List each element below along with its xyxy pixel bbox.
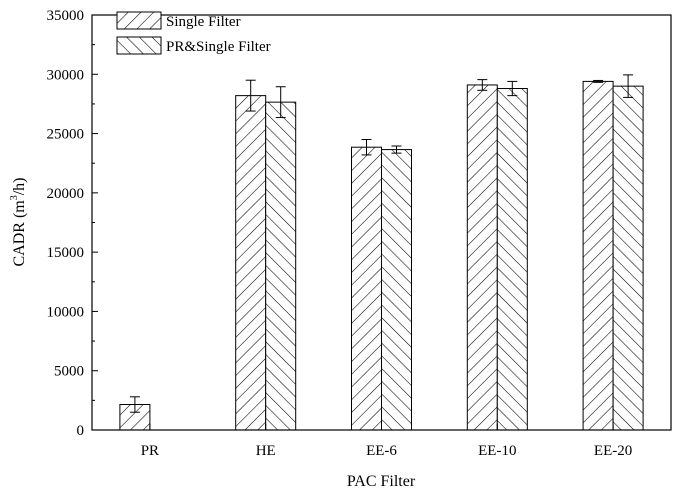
bar-ee-10-series-1 bbox=[466, 84, 498, 431]
y-tick-label: 0 bbox=[77, 423, 85, 439]
x-tick-label-ee-20: EE-20 bbox=[594, 443, 632, 459]
error-bar-ee-20-series-2 bbox=[623, 74, 634, 98]
y-tick-label: 25000 bbox=[47, 127, 85, 143]
y-tick-label: 20000 bbox=[47, 186, 85, 202]
y-tick-label: 30000 bbox=[47, 67, 85, 83]
legend-swatch-pr-single-filter bbox=[116, 36, 162, 55]
error-bar-pr-series-1 bbox=[129, 396, 140, 413]
error-bar-ee-10-series-2 bbox=[507, 80, 518, 97]
bar-ee-6-series-1 bbox=[351, 146, 382, 431]
y-tick-label: 5000 bbox=[54, 364, 84, 380]
legend-label-pr-single-filter: PR&Single Filter bbox=[166, 39, 271, 55]
error-bars-layer bbox=[129, 74, 634, 413]
bars-layer bbox=[119, 80, 644, 431]
x-axis-ticks: PR HE EE-6 EE-10 EE-20 bbox=[141, 424, 632, 459]
y-axis-title-tail: /h) bbox=[11, 177, 28, 195]
error-bar-ee-20-series-1 bbox=[593, 79, 604, 83]
bar-ee-20-series-2 bbox=[612, 85, 644, 431]
bar-ee-20-series-1 bbox=[582, 80, 614, 431]
error-bar-ee-6-series-2 bbox=[391, 145, 402, 154]
error-bar-ee-6-series-1 bbox=[361, 139, 372, 156]
x-tick-label-he: HE bbox=[256, 443, 276, 459]
y-axis-title-main: CADR (m bbox=[11, 200, 28, 267]
error-bar-he-series-1 bbox=[245, 79, 256, 112]
bar-he-series-1 bbox=[235, 95, 267, 431]
y-tick-label: 35000 bbox=[47, 8, 85, 24]
legend-swatch-single-filter bbox=[116, 11, 162, 30]
legend-label-single-filter: Single Filter bbox=[166, 14, 241, 30]
legend: Single Filter PR&Single Filter bbox=[116, 11, 271, 55]
y-tick-label: 10000 bbox=[47, 304, 85, 320]
y-axis-title-sup: 3 bbox=[9, 195, 20, 200]
error-bar-he-series-2 bbox=[275, 86, 286, 119]
x-tick-label-ee-10: EE-10 bbox=[478, 443, 516, 459]
x-tick-label-pr: PR bbox=[141, 443, 159, 459]
bar-ee-10-series-2 bbox=[496, 88, 528, 431]
y-tick-label: 15000 bbox=[47, 245, 85, 261]
y-axis-ticks: 0 5000 10000 15000 20000 25000 30000 35000 bbox=[47, 8, 98, 439]
bar-ee-6-series-2 bbox=[381, 149, 412, 431]
y-axis-title: CADR (m3/h) bbox=[9, 177, 28, 266]
bar-he-series-2 bbox=[265, 101, 297, 431]
x-axis-title: PAC Filter bbox=[347, 473, 416, 490]
x-tick-label-ee-6: EE-6 bbox=[366, 443, 397, 459]
error-bar-ee-10-series-1 bbox=[477, 79, 488, 91]
